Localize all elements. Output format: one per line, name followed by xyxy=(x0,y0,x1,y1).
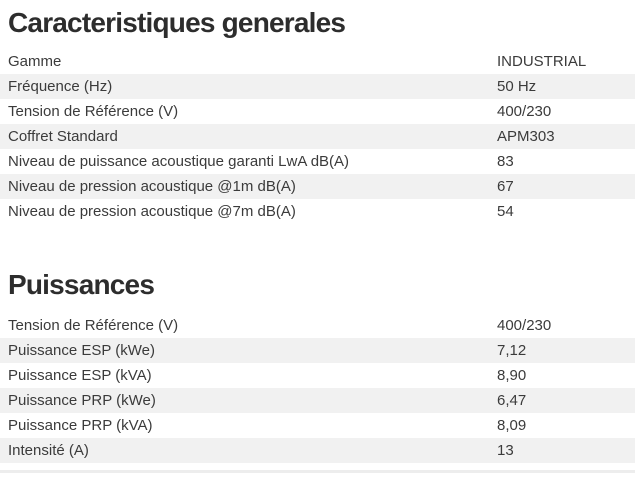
table-row: Coffret Standard APM303 xyxy=(0,124,635,149)
spec-value: 54 xyxy=(497,203,514,220)
spec-label: Puissance ESP (kWe) xyxy=(8,342,156,359)
section-title-caracteristiques: Caracteristiques generales xyxy=(8,7,346,38)
spec-value: 8,90 xyxy=(497,367,527,384)
spec-label: Puissance PRP (kVA) xyxy=(8,417,153,434)
spec-label: Niveau de pression acoustique @7m dB(A) xyxy=(8,203,296,220)
spec-value: 6,47 xyxy=(497,392,527,409)
table-row: Puissance PRP (kWe) 6,47 xyxy=(0,388,635,413)
spec-label: Niveau de puissance acoustique garanti L… xyxy=(8,153,350,170)
spec-value: 13 xyxy=(497,442,514,459)
spec-label: Tension de Référence (V) xyxy=(8,317,179,334)
spec-label: Coffret Standard xyxy=(8,128,118,145)
table-row: Intensité (A) 13 xyxy=(0,438,635,463)
table-row: Puissance ESP (kVA) 8,90 xyxy=(0,363,635,388)
table-row: Fréquence (Hz) 50 Hz xyxy=(0,74,635,99)
table-row: Tension de Référence (V) 400/230 xyxy=(0,313,635,338)
table-row: Niveau de pression acoustique @7m dB(A) … xyxy=(0,199,635,224)
spec-label: Puissance ESP (kVA) xyxy=(8,367,152,384)
spec-label: Gamme xyxy=(8,53,62,70)
spec-label: Fréquence (Hz) xyxy=(8,78,113,95)
spec-value: 400/230 xyxy=(497,103,552,120)
caracteristiques-table: Gamme INDUSTRIAL Fréquence (Hz) 50 Hz Te… xyxy=(0,49,635,224)
spec-label: Niveau de pression acoustique @1m dB(A) xyxy=(8,178,296,195)
spec-value: 400/230 xyxy=(497,317,552,334)
spec-value: INDUSTRIAL xyxy=(497,53,587,70)
spec-value: 83 xyxy=(497,153,514,170)
spec-label: Tension de Référence (V) xyxy=(8,103,179,120)
puissances-table: Tension de Référence (V) 400/230 Puissan… xyxy=(0,313,635,463)
table-row: Puissance PRP (kVA) 8,09 xyxy=(0,413,635,438)
spec-value: 8,09 xyxy=(497,417,527,434)
spec-value: 7,12 xyxy=(497,342,527,359)
spec-value: 67 xyxy=(497,178,514,195)
bottom-divider xyxy=(0,470,635,473)
table-row: Niveau de pression acoustique @1m dB(A) … xyxy=(0,174,635,199)
table-row: Tension de Référence (V) 400/230 xyxy=(0,99,635,124)
spec-value: APM303 xyxy=(497,128,555,145)
spec-label: Puissance PRP (kWe) xyxy=(8,392,156,409)
table-row: Niveau de puissance acoustique garanti L… xyxy=(0,149,635,174)
spec-label: Intensité (A) xyxy=(8,442,89,459)
section-title-puissances: Puissances xyxy=(8,269,155,300)
table-row: Puissance ESP (kWe) 7,12 xyxy=(0,338,635,363)
table-row: Gamme INDUSTRIAL xyxy=(0,49,635,74)
spec-value: 50 Hz xyxy=(497,78,537,95)
